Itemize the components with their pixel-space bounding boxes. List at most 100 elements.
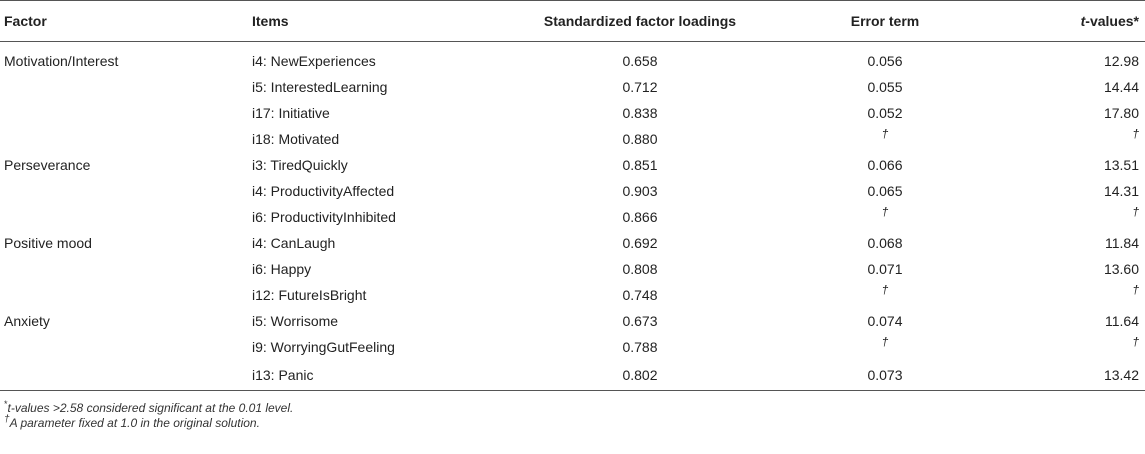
t-value-cell-text: 11.84 [1105,235,1139,251]
loading-cell: 0.880 [510,126,770,152]
error-term-cell: 0.071 [770,256,1000,282]
t-value-cell: † [1000,126,1145,152]
header-factor: Factor [0,0,250,42]
item-cell-text: i13: Panic [252,367,314,383]
item-cell-text: i12: FutureIsBright [252,287,367,303]
item-cell-text: i5: InterestedLearning [252,79,388,95]
t-value-cell: 14.44 [1000,74,1145,100]
note1-text: t-values >2.58 considered significant at… [7,401,294,415]
loading-cell-text: 0.851 [622,157,658,173]
item-cell-text: i6: Happy [252,261,312,277]
t-value-cell-text: 13.51 [1103,157,1139,173]
factor-cell [0,360,250,391]
item-cell: i9: WorryingGutFeeling [250,334,510,360]
t-value-cell-text: † [1132,335,1139,349]
error-term-cell-text: † [881,283,889,297]
item-cell-text: i5: Worrisome [252,313,339,329]
t-value-cell-text: 12.98 [1103,53,1139,69]
t-value-cell-text: 17.80 [1103,105,1139,121]
factor-cell: Anxiety [0,308,250,334]
loading-cell: 0.903 [510,178,770,204]
loading-cell-text: 0.692 [622,235,658,251]
t-value-cell: † [1000,334,1145,360]
t-value-cell: 17.80 [1000,100,1145,126]
error-term-cell: 0.065 [770,178,1000,204]
header-t-italic: t [1080,13,1086,29]
factor-cell [0,126,250,152]
item-cell-text: i4: NewExperiences [252,53,376,69]
factor-cell [0,74,250,100]
factor-cell [0,178,250,204]
table-body: Motivation/Interest i4: NewExperiences 0.6… [0,42,1145,391]
t-value-cell-text: † [1132,205,1139,219]
error-term-cell-text: 0.056 [867,53,903,69]
header-row: Factor Items Standardized factor loading… [0,0,1145,42]
header-t-rest: -values* [1085,13,1139,29]
error-term-cell: † [770,126,1000,152]
loading-cell: 0.673 [510,308,770,334]
loading-cell: 0.658 [510,42,770,75]
error-term-cell: † [770,334,1000,360]
t-value-cell: 14.31 [1000,178,1145,204]
t-value-cell: 13.42 [1000,360,1145,391]
table-row: i4: ProductivityAffected 0.903 0.065 14.31 [0,178,1145,204]
error-term-cell-text: 0.073 [867,367,903,383]
item-cell-text: i4: ProductivityAffected [252,183,395,199]
item-cell: i4: ProductivityAffected [250,178,510,204]
table-row: i13: Panic 0.802 0.073 13.42 [0,360,1145,391]
error-term-cell-text: 0.052 [867,105,903,121]
item-cell: i5: Worrisome [250,308,510,334]
factor-cell: Perseverance [0,152,250,178]
table-row: i6: Happy 0.808 0.071 13.60 [0,256,1145,282]
loading-cell-text: 0.880 [622,131,658,147]
error-term-cell: 0.055 [770,74,1000,100]
t-value-cell: 13.60 [1000,256,1145,282]
error-term-cell-text: 0.071 [867,261,903,277]
t-value-cell-text: † [1132,283,1139,297]
loading-cell-text: 0.903 [622,183,658,199]
factor-cell: Positive mood [0,230,250,256]
t-value-cell: 12.98 [1000,42,1145,75]
item-cell-text: i18: Motivated [252,131,340,147]
item-cell: i6: Happy [250,256,510,282]
item-cell: i4: NewExperiences [250,42,510,75]
note1-mark: * [4,399,8,409]
loading-cell: 0.802 [510,360,770,391]
header-t-values: t-values* [1000,0,1145,42]
loading-cell-text: 0.658 [622,53,658,69]
loading-cell-text: 0.838 [622,105,658,121]
error-term-cell-text: † [881,335,889,349]
factor-cell-text: Anxiety [4,313,50,329]
table-row: i5: InterestedLearning 0.712 0.055 14.44 [0,74,1145,100]
factor-cell [0,100,250,126]
t-value-cell: 11.84 [1000,230,1145,256]
t-value-cell-text: 14.31 [1103,183,1139,199]
error-term-cell: 0.056 [770,42,1000,75]
item-cell-text: i9: WorryingGutFeeling [252,339,395,355]
loading-cell: 0.748 [510,282,770,308]
table-row: Perseverance i3: TiredQuickly 0.851 0.066 13… [0,152,1145,178]
error-term-cell: 0.068 [770,230,1000,256]
loading-cell-text: 0.673 [622,313,658,329]
table-row: i9: WorryingGutFeeling 0.788 † † [0,334,1145,360]
loading-cell: 0.808 [510,256,770,282]
loading-cell: 0.866 [510,204,770,230]
item-cell: i6: ProductivityInhibited [250,204,510,230]
table-row: i18: Motivated 0.880 † † [0,126,1145,152]
t-value-cell: † [1000,204,1145,230]
error-term-cell: † [770,282,1000,308]
loading-cell: 0.851 [510,152,770,178]
item-cell: i12: FutureIsBright [250,282,510,308]
factor-loadings-table: Factor Items Standardized factor loading… [0,0,1145,391]
item-cell-text: i17: Initiative [252,105,330,121]
table-header: Factor Items Standardized factor loading… [0,0,1145,42]
t-value-cell: † [1000,282,1145,308]
error-term-cell: 0.052 [770,100,1000,126]
note2-text: A parameter fixed at 1.0 in the original… [9,416,260,430]
loading-cell-text: 0.802 [622,367,658,383]
loading-cell: 0.788 [510,334,770,360]
note2-mark: † [4,414,10,425]
loading-cell-text: 0.748 [622,287,658,303]
header-items: Items [250,0,510,42]
error-term-cell: † [770,204,1000,230]
